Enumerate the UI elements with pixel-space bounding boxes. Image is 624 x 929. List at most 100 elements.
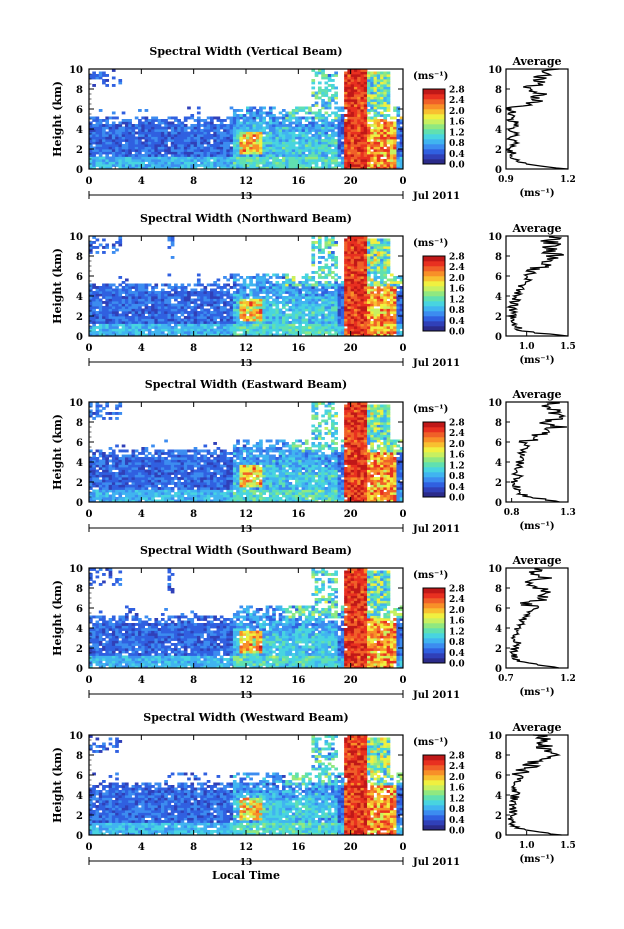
heatmap-cell [92,74,96,77]
heatmap-cell [331,134,335,137]
heatmap-cell [128,156,132,160]
heatmap-cell [246,161,250,165]
heatmap-cell [105,149,110,152]
heatmap-cell [324,104,329,107]
heatmap-cell [157,298,162,302]
heatmap-cell [128,134,132,137]
heatmap-cell [281,288,286,292]
heatmap-cell [118,151,123,155]
heatmap-cell [219,286,224,289]
heatmap-cell [324,298,329,302]
heatmap-cell [380,333,384,337]
heatmap-cell [321,331,325,334]
heatmap-cell [210,146,214,150]
heatmap-cell [124,333,129,337]
heatmap-cell [370,323,374,327]
heatmap-cell [389,308,394,312]
heatmap-cell [301,303,306,307]
heatmap-cell [311,111,316,115]
heatmap-cell [203,124,208,127]
heatmap-cell [92,146,96,150]
heatmap-cell [164,323,168,327]
heatmap-cell [252,126,257,130]
heatmap-cell [259,156,263,160]
heatmap-cell [380,79,384,82]
heatmap-cell [353,306,358,309]
heatmap-cell [138,149,142,152]
heatmap-cell [373,281,378,284]
heatmap-cell [363,293,368,297]
heatmap-cell [308,333,312,337]
heatmap-cell [376,261,381,264]
heatmap-cell [311,293,316,297]
heatmap-cell [347,306,352,309]
colorbar-segment [423,286,445,292]
heatmap-cell [236,306,240,309]
heatmap-cell [255,134,260,137]
heatmap-cell [268,129,273,132]
heatmap-cell [383,84,388,87]
heatmap-cell [229,136,234,140]
heatmap-cell [363,106,368,110]
colorbar-segment [423,94,445,100]
heatmap-cell [350,151,355,155]
heatmap-cell [350,91,355,95]
heatmap-cell [308,298,312,302]
heatmap-cell [255,306,260,309]
heatmap-cell [226,149,231,152]
heatmap-cell [360,333,365,337]
heatmap-cell [213,311,217,314]
heatmap-cell [232,156,237,160]
heatmap-cell [259,318,263,322]
heatmap-cell [154,129,159,132]
heatmap-cell [373,323,378,327]
heatmap-cell [386,149,391,152]
heatmap-cell [89,248,93,252]
heatmap-cell [203,323,208,327]
heatmap-cell [242,124,247,127]
heatmap-cell [134,323,139,327]
heatmap-cell [288,111,293,115]
heatmap-cell [105,318,110,322]
heatmap-cell [124,291,129,294]
heatmap-cell [239,313,244,317]
heatmap-cell [216,298,221,302]
heatmap-cell [383,79,388,82]
heatmap-cell [380,106,384,110]
colorbar-tick-label: 1.6 [449,285,465,295]
heatmap-cell [203,161,208,165]
heatmap-cell [239,316,244,319]
heatmap-cell [327,273,332,277]
heatmap-cell [262,151,267,155]
heatmap-cell [311,303,316,307]
heatmap-cell [383,86,388,90]
heatmap-cell [367,288,371,292]
heatmap-cell [334,119,338,122]
heatmap-cell [396,321,401,324]
heatmap-cell [265,149,270,152]
heatmap-cell [170,306,175,309]
heatmap-cell [291,331,296,334]
heatmap-cell [393,164,397,167]
heatmap-cell [213,149,217,152]
heatmap-cell [89,409,93,413]
heatmap-cell [291,151,296,155]
heatmap-cell [298,308,302,312]
heatmap-cell [89,243,93,247]
heatmap-cell [327,251,332,254]
heatmap-cell [115,333,119,337]
heatmap-cell [301,136,306,140]
heatmap-cell [396,296,401,299]
heatmap-cell [317,241,322,244]
heatmap-cell [183,298,188,302]
heatmap-cell [278,144,283,147]
heatmap-cell [144,303,149,307]
heatmap-cell [314,311,319,314]
heatmap-cell [203,301,208,304]
heatmap-cell [232,136,237,140]
heatmap-cell [246,119,250,122]
heatmap-cell [324,331,329,334]
heatmap-cell [131,129,136,132]
heatmap-cell [115,126,119,130]
heatmap-cell [347,84,352,87]
